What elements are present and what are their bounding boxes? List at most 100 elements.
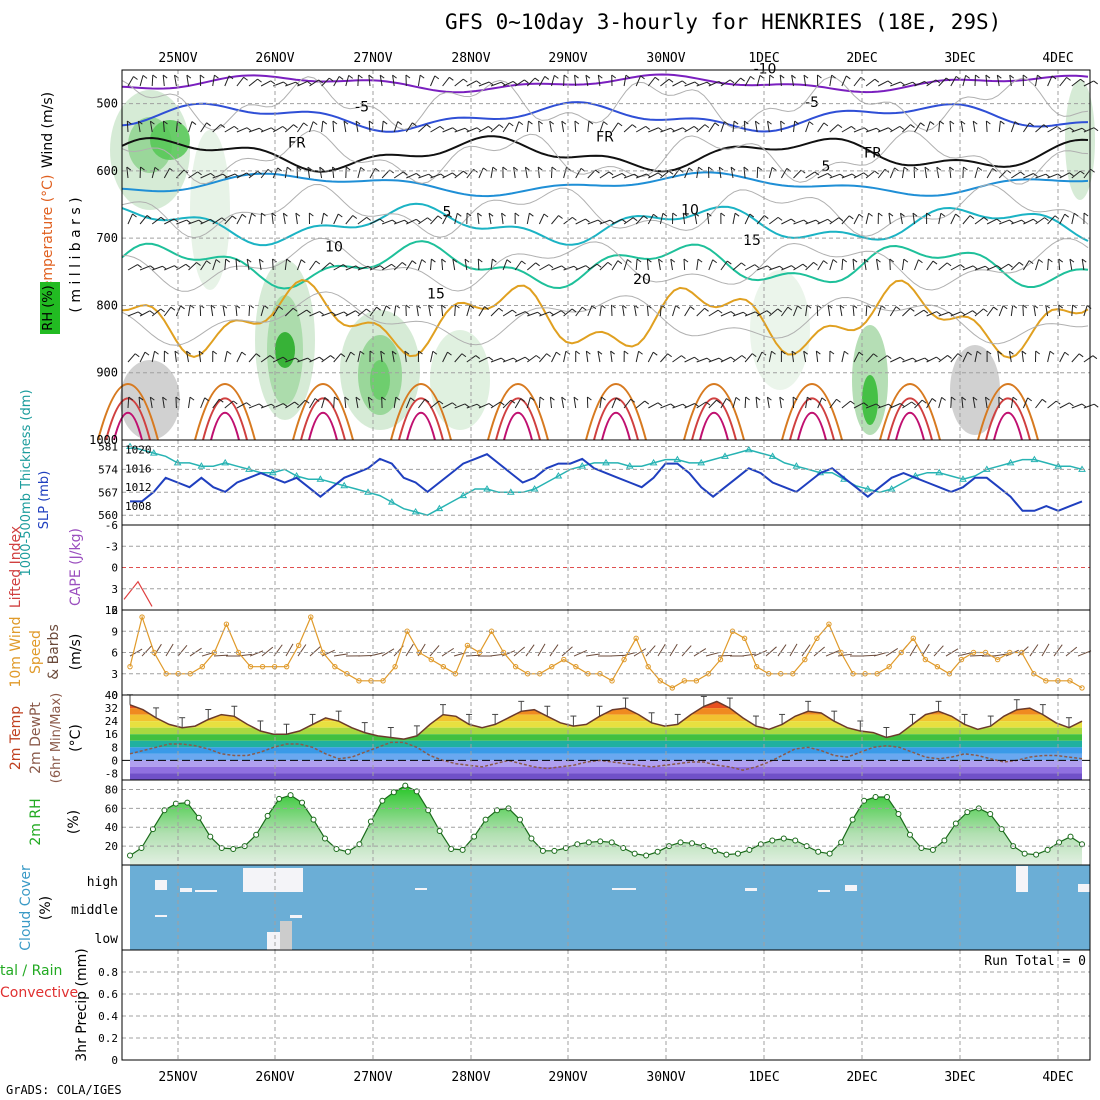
wind-barb [477, 258, 480, 271]
wind-barb-flag [210, 172, 215, 177]
wind-barb [309, 260, 317, 271]
wind-barb-flag [694, 356, 699, 361]
wind-speed-point [440, 663, 447, 670]
wind-barb-flag [997, 74, 1002, 79]
wind-barb-flag [837, 124, 843, 129]
wind-barb [478, 306, 485, 317]
wind-barb [853, 402, 864, 409]
wind-barb [841, 215, 850, 225]
wind-barb [779, 75, 782, 87]
contour-label: 20 [633, 272, 651, 288]
wind-barb [817, 218, 828, 225]
wind-barb [502, 309, 513, 317]
surface-wind-barb [681, 645, 692, 657]
wind-barb-flag [900, 403, 905, 407]
wind-barb-flag [296, 166, 302, 171]
wind-barb [585, 75, 589, 87]
wind-barb [950, 213, 956, 225]
wind-barb [526, 397, 531, 409]
surface-wind-barb [861, 654, 877, 657]
wind-barb-flag [255, 353, 261, 358]
surface-wind-barb [525, 644, 535, 657]
wind-barb-flag [777, 217, 783, 221]
wind-barb [490, 259, 493, 271]
wind-barb [149, 121, 153, 133]
surface-temp-contour [879, 383, 941, 441]
surface-temp-contour [985, 397, 1031, 441]
wind-barb-flag [712, 259, 718, 264]
wind-barb-flag [160, 216, 166, 221]
surface-temp-contour [503, 411, 533, 441]
day-label-top: 3DEC [944, 51, 975, 66]
wind-barb-flag [410, 397, 415, 402]
wind-barb-flag [437, 215, 443, 220]
wind-barb-flag [163, 120, 168, 125]
wind-barb [599, 397, 603, 409]
wind-barb [1023, 173, 1034, 179]
wind-barb-flag [1033, 218, 1038, 223]
wind-barb [309, 79, 319, 87]
wind-barb-flag [881, 305, 886, 309]
wind-barb-flag [1064, 213, 1070, 218]
wind-barb-flag [488, 81, 494, 86]
wind-barb [393, 305, 397, 317]
wind-barb [997, 351, 1000, 363]
wind-barb [889, 167, 896, 179]
wind-barb [151, 216, 162, 225]
wind-barb-flag [792, 396, 798, 401]
wind-barb-flag [924, 357, 930, 362]
wind-barb [333, 213, 339, 225]
wind-barb-flag [741, 355, 747, 359]
wind-barb-flag [575, 350, 581, 355]
wind-barb-flag [404, 219, 409, 224]
wind-barb-flag [844, 350, 849, 355]
wind-barb-flag [730, 166, 736, 171]
wind-barb [780, 306, 789, 317]
surface-wind-barb [237, 653, 252, 657]
wind-barb-flag [563, 74, 569, 79]
wind-barb-flag [499, 401, 505, 406]
wind-barb-flag [1069, 402, 1074, 407]
chart-title: GFS 0~10day 3-hourly for HENKRIES (18E, … [445, 10, 1002, 34]
wind-barb-flag [405, 74, 411, 79]
wind-barb [756, 75, 761, 87]
wind-barb [212, 398, 220, 409]
thickness-tick: 574 [98, 463, 118, 476]
rh-point [1079, 841, 1085, 848]
slp-tick: 1020 [125, 443, 152, 456]
wind-barb [561, 397, 565, 409]
wind-barb-flag [146, 215, 152, 219]
wind-barb-flag [345, 166, 351, 171]
wind-barb [597, 75, 601, 87]
wind-barb-flag [947, 355, 952, 359]
wind-barb [972, 397, 976, 409]
cloud-patch [155, 915, 167, 917]
wind-barb-flag [797, 305, 802, 310]
surface-wind-barb [1005, 649, 1019, 657]
wind-barb-flag [858, 213, 864, 218]
wind-barb [502, 399, 512, 409]
surface-wind-barb [621, 651, 636, 657]
wind-barb-flag [180, 305, 185, 310]
wind-barb-flag [1033, 173, 1038, 177]
wind-barb [405, 122, 413, 133]
temp-color-band [130, 701, 1082, 702]
wind-barb-flag [392, 74, 397, 79]
wind-barb [684, 356, 695, 363]
wind-barb-flag [210, 304, 216, 309]
wind-barb [647, 214, 654, 225]
li-tick: -3 [105, 540, 118, 553]
wind-barb-flag [524, 356, 530, 361]
wind-barb-flag [923, 309, 929, 314]
rh-point [941, 837, 948, 844]
wind-barb [732, 77, 741, 87]
wind-barb-flag [154, 166, 160, 171]
wind-barb-flag [863, 127, 869, 132]
wind-barb-flag [972, 265, 978, 270]
label-cloud-cover: Cloud Cover [18, 865, 34, 951]
wind-barb-flag [303, 122, 308, 127]
wind-barb [985, 120, 988, 133]
wind-barb [1059, 351, 1066, 363]
wind-speed-point [332, 663, 338, 670]
surface-wind-barb [561, 646, 573, 657]
